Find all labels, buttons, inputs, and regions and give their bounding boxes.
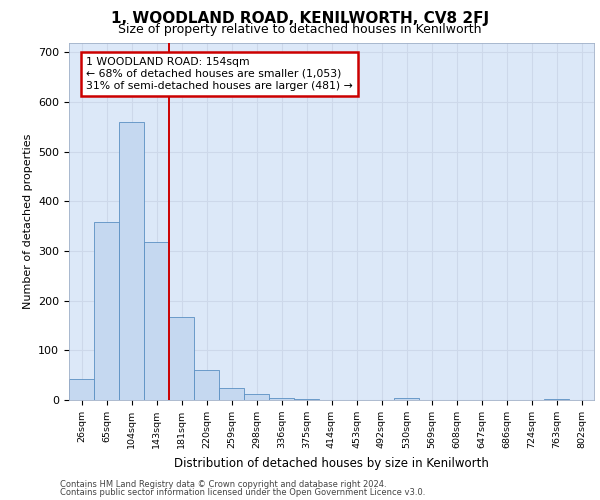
Text: 1, WOODLAND ROAD, KENILWORTH, CV8 2FJ: 1, WOODLAND ROAD, KENILWORTH, CV8 2FJ <box>111 12 489 26</box>
Bar <box>544 398 569 400</box>
X-axis label: Distribution of detached houses by size in Kenilworth: Distribution of detached houses by size … <box>174 456 489 469</box>
Bar <box>145 242 169 400</box>
Bar <box>70 379 94 400</box>
Bar <box>394 398 419 400</box>
Bar <box>295 399 319 400</box>
Bar <box>269 398 293 400</box>
Bar <box>119 122 143 400</box>
Text: Size of property relative to detached houses in Kenilworth: Size of property relative to detached ho… <box>118 24 482 36</box>
Bar <box>94 222 119 400</box>
Text: 1 WOODLAND ROAD: 154sqm
← 68% of detached houses are smaller (1,053)
31% of semi: 1 WOODLAND ROAD: 154sqm ← 68% of detache… <box>86 58 353 90</box>
Text: Contains public sector information licensed under the Open Government Licence v3: Contains public sector information licen… <box>60 488 425 497</box>
Y-axis label: Number of detached properties: Number of detached properties <box>23 134 32 309</box>
Text: Contains HM Land Registry data © Crown copyright and database right 2024.: Contains HM Land Registry data © Crown c… <box>60 480 386 489</box>
Bar <box>169 316 194 400</box>
Bar <box>220 388 244 400</box>
Bar <box>244 394 269 400</box>
Bar <box>194 370 218 400</box>
